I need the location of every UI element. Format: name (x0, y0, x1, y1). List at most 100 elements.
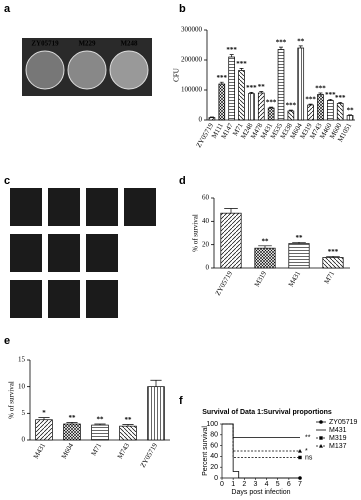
bar (35, 419, 53, 441)
strain-label: ZY05719 (31, 40, 59, 48)
error-bar (292, 241, 306, 244)
error-bar (259, 91, 264, 93)
y-tick-label: 60 (202, 194, 210, 202)
error-bar (318, 92, 323, 95)
error-bar (249, 92, 254, 94)
bar (327, 100, 334, 121)
error-bar (122, 424, 134, 427)
y-tick-label: 200000 (181, 56, 203, 64)
panel-label: f (179, 395, 183, 407)
chart-title: Survival of Data 1:Survival proportions (202, 409, 332, 416)
significance: ** (296, 234, 304, 242)
bar (218, 83, 226, 121)
error-bar (258, 245, 272, 249)
significance: ** (305, 434, 311, 441)
y-axis-title: % of survival (8, 381, 16, 419)
x-axis-title: Days post infection (231, 489, 290, 496)
bar (119, 425, 137, 441)
significance: *** (328, 248, 339, 256)
x-tick-label: M71 (323, 269, 337, 285)
legend-marker (319, 444, 323, 448)
y-tick-label: 0 (214, 475, 218, 482)
significance: *** (305, 96, 316, 104)
panel-label: d (179, 175, 186, 187)
y-tick-label: 100 (206, 421, 218, 428)
significance: * (305, 448, 308, 455)
bar (147, 386, 165, 441)
significance: *** (276, 39, 287, 47)
survival-line (222, 423, 300, 458)
x-tick-label: 0 (220, 481, 224, 488)
bar (228, 56, 235, 121)
legend-label: M431 (329, 427, 347, 434)
error-bar (288, 109, 293, 111)
error-bar (298, 45, 303, 48)
significance: *** (266, 99, 277, 107)
y-tick-label: 60 (210, 442, 218, 449)
x-tick-label: M743 (116, 441, 132, 460)
significance: ** (125, 416, 133, 424)
error-bar (239, 68, 244, 71)
significance: *** (335, 94, 346, 102)
legend-marker (319, 420, 323, 424)
x-tick-label: 3 (253, 481, 257, 488)
y-tick-label: 300000 (181, 26, 203, 34)
panel-label: b (179, 3, 186, 15)
bar (297, 47, 305, 121)
bar (238, 70, 245, 121)
error-bar (219, 81, 224, 84)
y-tick-label: 80 (210, 432, 218, 439)
y-axis-title: % of survival (192, 214, 200, 252)
error-bar (229, 54, 234, 57)
x-tick-label: 2 (242, 481, 246, 488)
bar (254, 247, 276, 269)
bar (336, 103, 344, 121)
y-tick-label: 0 (206, 264, 210, 272)
x-tick-label: M431 (32, 441, 48, 460)
bar (220, 212, 242, 269)
gel-images (10, 188, 156, 318)
panel-label: a (4, 3, 11, 15)
significance: *** (236, 60, 247, 68)
error-bar (224, 208, 238, 214)
significance: ns (305, 454, 313, 461)
bar (248, 93, 255, 121)
significance: *** (226, 46, 237, 54)
survival-line (222, 423, 300, 452)
y-tick-label: 5 (22, 409, 26, 417)
significance: ** (347, 107, 355, 115)
significance: *** (246, 84, 257, 92)
bar (208, 117, 216, 121)
error-bar (150, 379, 162, 387)
bar (346, 115, 354, 121)
end-marker (298, 455, 302, 460)
bar (317, 94, 324, 121)
significance: ** (262, 237, 270, 245)
significance: *** (325, 91, 336, 99)
error-bar (326, 255, 340, 258)
significance: *** (286, 102, 297, 110)
x-tick-label: 4 (265, 481, 269, 488)
y-tick-label: 0 (22, 436, 26, 444)
x-tick-label: 7 (298, 481, 302, 488)
y-axis-title: Percent survival (202, 426, 209, 476)
bar (322, 257, 344, 269)
bar (257, 92, 265, 121)
legend-label: M137 (329, 443, 347, 450)
x-tick-label: M431 (287, 269, 303, 288)
x-tick-label: M604 (60, 441, 76, 460)
end-marker (298, 449, 302, 453)
y-tick-label: 15 (18, 356, 26, 364)
significance: ** (297, 38, 305, 46)
significance: ** (97, 416, 105, 424)
x-tick-label: 1 (231, 481, 235, 488)
x-tick-label: ZY05719 (214, 269, 235, 297)
bar (91, 424, 109, 441)
bar (277, 49, 285, 121)
error-bar (269, 106, 274, 108)
significance: *** (217, 74, 228, 82)
panel-label: e (4, 335, 10, 347)
x-tick-label: ZY05719 (139, 441, 160, 469)
y-tick-label: 20 (210, 464, 218, 471)
panel-label: c (4, 175, 10, 187)
